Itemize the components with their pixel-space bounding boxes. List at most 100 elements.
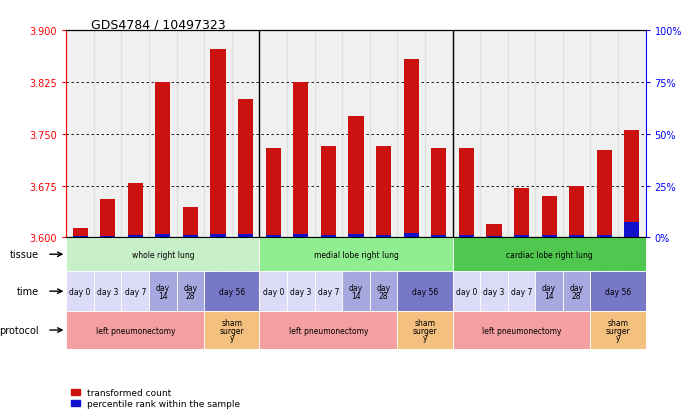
- Bar: [563, 271, 591, 311]
- Bar: [597, 235, 612, 238]
- Text: cardiac lobe right lung: cardiac lobe right lung: [506, 250, 593, 259]
- Bar: [342, 31, 370, 238]
- Text: sham
surger
y: sham surger y: [606, 318, 630, 343]
- Bar: [94, 31, 121, 238]
- Bar: [480, 271, 507, 311]
- Text: day 0: day 0: [456, 287, 477, 296]
- Bar: [232, 31, 260, 238]
- Text: day
14: day 14: [542, 283, 556, 300]
- Bar: [514, 235, 529, 238]
- Bar: [66, 31, 94, 238]
- Bar: [459, 235, 474, 238]
- Bar: [128, 184, 143, 238]
- Bar: [260, 311, 397, 349]
- Bar: [397, 271, 452, 311]
- Bar: [452, 311, 591, 349]
- Bar: [260, 31, 287, 238]
- Bar: [266, 148, 281, 238]
- Bar: [535, 271, 563, 311]
- Bar: [155, 83, 170, 238]
- Text: day 0: day 0: [262, 287, 284, 296]
- Bar: [431, 148, 446, 238]
- Bar: [149, 271, 177, 311]
- Bar: [177, 31, 205, 238]
- Bar: [66, 271, 94, 311]
- Text: time: time: [17, 287, 38, 297]
- Text: day
28: day 28: [376, 283, 391, 300]
- Text: day 56: day 56: [218, 287, 245, 296]
- Legend: transformed count, percentile rank within the sample: transformed count, percentile rank withi…: [70, 388, 240, 408]
- Bar: [121, 271, 149, 311]
- Text: day 3: day 3: [290, 287, 311, 296]
- Text: day 7: day 7: [318, 287, 339, 296]
- Text: tissue: tissue: [10, 249, 38, 260]
- Text: left pneumonectomy: left pneumonectomy: [289, 326, 368, 335]
- Bar: [618, 31, 646, 238]
- Bar: [542, 236, 557, 238]
- Bar: [121, 31, 149, 238]
- Bar: [321, 147, 336, 238]
- Text: GDS4784 / 10497323: GDS4784 / 10497323: [91, 19, 225, 31]
- Bar: [66, 238, 260, 271]
- Bar: [100, 200, 115, 238]
- Bar: [315, 271, 342, 311]
- Bar: [177, 271, 205, 311]
- Bar: [563, 31, 591, 238]
- Bar: [487, 224, 501, 238]
- Bar: [149, 31, 177, 238]
- Bar: [376, 147, 391, 238]
- Bar: [403, 60, 419, 238]
- Bar: [260, 271, 287, 311]
- Text: day 7: day 7: [124, 287, 146, 296]
- Bar: [591, 31, 618, 238]
- Bar: [487, 236, 501, 238]
- Text: left pneumonectomy: left pneumonectomy: [96, 326, 175, 335]
- Bar: [238, 235, 253, 238]
- Bar: [348, 117, 364, 238]
- Bar: [591, 311, 646, 349]
- Bar: [370, 271, 397, 311]
- Bar: [293, 83, 309, 238]
- Bar: [128, 235, 143, 238]
- Bar: [452, 31, 480, 238]
- Bar: [73, 237, 88, 238]
- Bar: [66, 311, 205, 349]
- Bar: [342, 271, 370, 311]
- Text: day
14: day 14: [349, 283, 363, 300]
- Text: day 7: day 7: [511, 287, 532, 296]
- Text: sham
surger
y: sham surger y: [413, 318, 438, 343]
- Text: sham
surger
y: sham surger y: [219, 318, 244, 343]
- Bar: [287, 271, 315, 311]
- Bar: [376, 235, 391, 238]
- Text: day
28: day 28: [184, 283, 198, 300]
- Bar: [597, 150, 612, 238]
- Bar: [211, 50, 225, 238]
- Bar: [293, 234, 309, 238]
- Text: day 3: day 3: [97, 287, 119, 296]
- Text: day
28: day 28: [570, 283, 584, 300]
- Bar: [569, 235, 584, 238]
- Text: medial lobe right lung: medial lobe right lung: [313, 250, 399, 259]
- Bar: [260, 238, 452, 271]
- Bar: [266, 235, 281, 238]
- Bar: [205, 311, 260, 349]
- Bar: [211, 234, 225, 238]
- Text: day 56: day 56: [412, 287, 438, 296]
- Bar: [287, 31, 315, 238]
- Bar: [397, 31, 425, 238]
- Bar: [403, 234, 419, 238]
- Bar: [205, 271, 260, 311]
- Text: protocol: protocol: [0, 325, 38, 335]
- Bar: [569, 186, 584, 238]
- Bar: [425, 31, 452, 238]
- Bar: [321, 235, 336, 238]
- Bar: [542, 197, 557, 238]
- Bar: [624, 131, 639, 238]
- Bar: [514, 188, 529, 238]
- Bar: [183, 207, 198, 238]
- Bar: [370, 31, 397, 238]
- Bar: [431, 235, 446, 238]
- Bar: [100, 236, 115, 238]
- Text: whole right lung: whole right lung: [131, 250, 194, 259]
- Text: day 3: day 3: [483, 287, 505, 296]
